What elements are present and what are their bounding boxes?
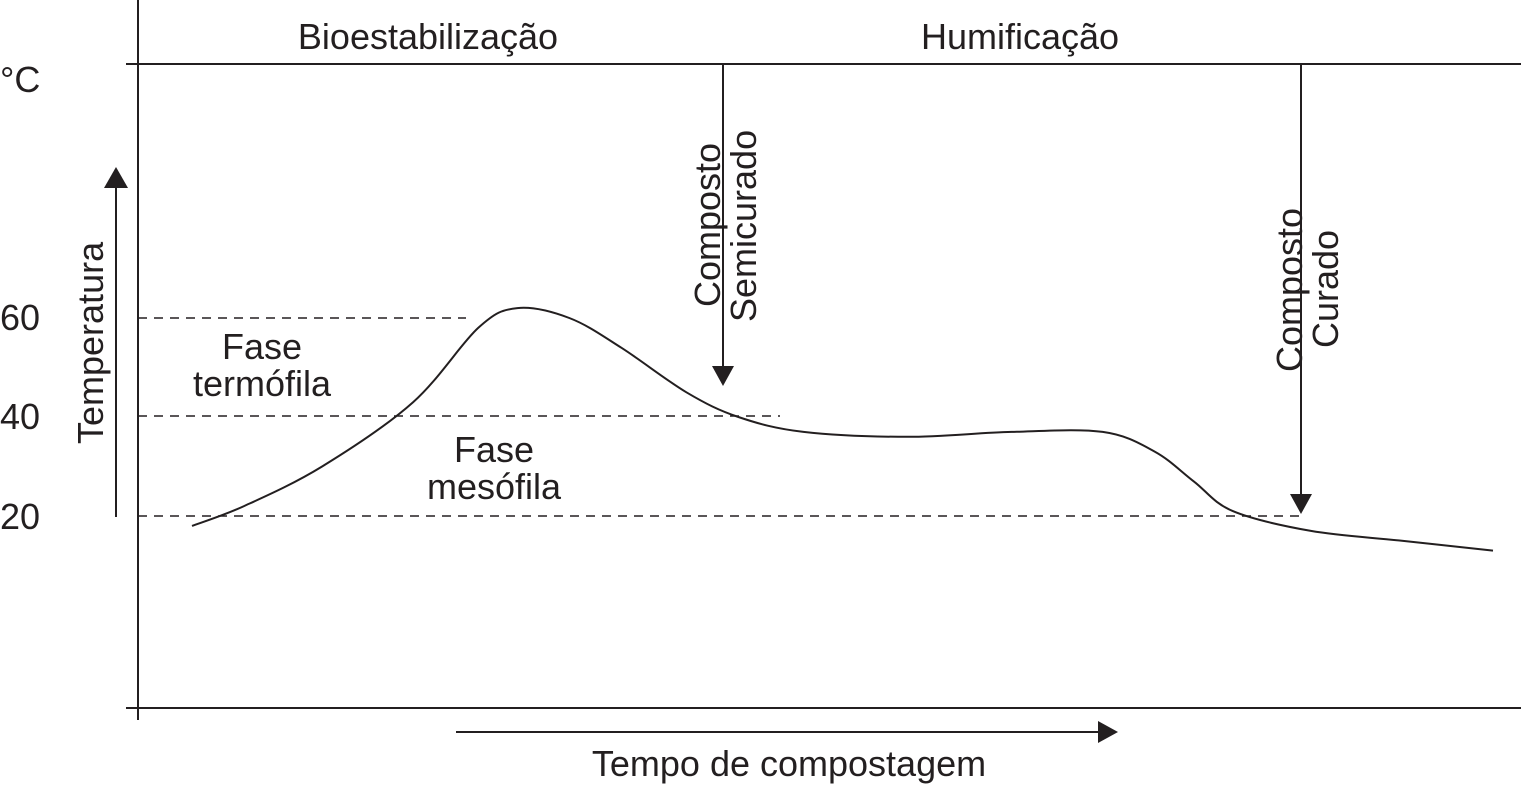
y-tick-60: 60: [0, 297, 40, 338]
phase-mesofila-line2: mesófila: [427, 466, 562, 507]
stage-humificacao: Humificação: [921, 16, 1119, 57]
curado-arrow-head: [1290, 494, 1312, 514]
y-tick-20: 20: [0, 496, 40, 537]
marker-curado-line1: Composto: [1269, 208, 1310, 372]
y-tick-40: 40: [0, 396, 40, 437]
x-axis-label: Tempo de compostagem: [592, 743, 986, 784]
unit-label: °C: [0, 59, 40, 100]
y-label-arrow-head: [104, 167, 128, 188]
phase-termofila-line2: termófila: [193, 363, 332, 404]
stage-bioestabilizacao: Bioestabilização: [298, 16, 558, 57]
y-axis-label: Temperatura: [70, 241, 111, 444]
semicurado-arrow-head: [712, 366, 734, 386]
temperature-curve: [191, 306, 1494, 552]
phase-mesofila-line1: Fase: [454, 429, 534, 470]
x-label-arrow-head: [1098, 721, 1118, 743]
phase-termofila-line1: Fase: [222, 326, 302, 367]
marker-semicurado-line2: Semicurado: [723, 130, 764, 322]
marker-semicurado-line1: Composto: [687, 143, 728, 307]
marker-curado-line2: Curado: [1305, 230, 1346, 348]
